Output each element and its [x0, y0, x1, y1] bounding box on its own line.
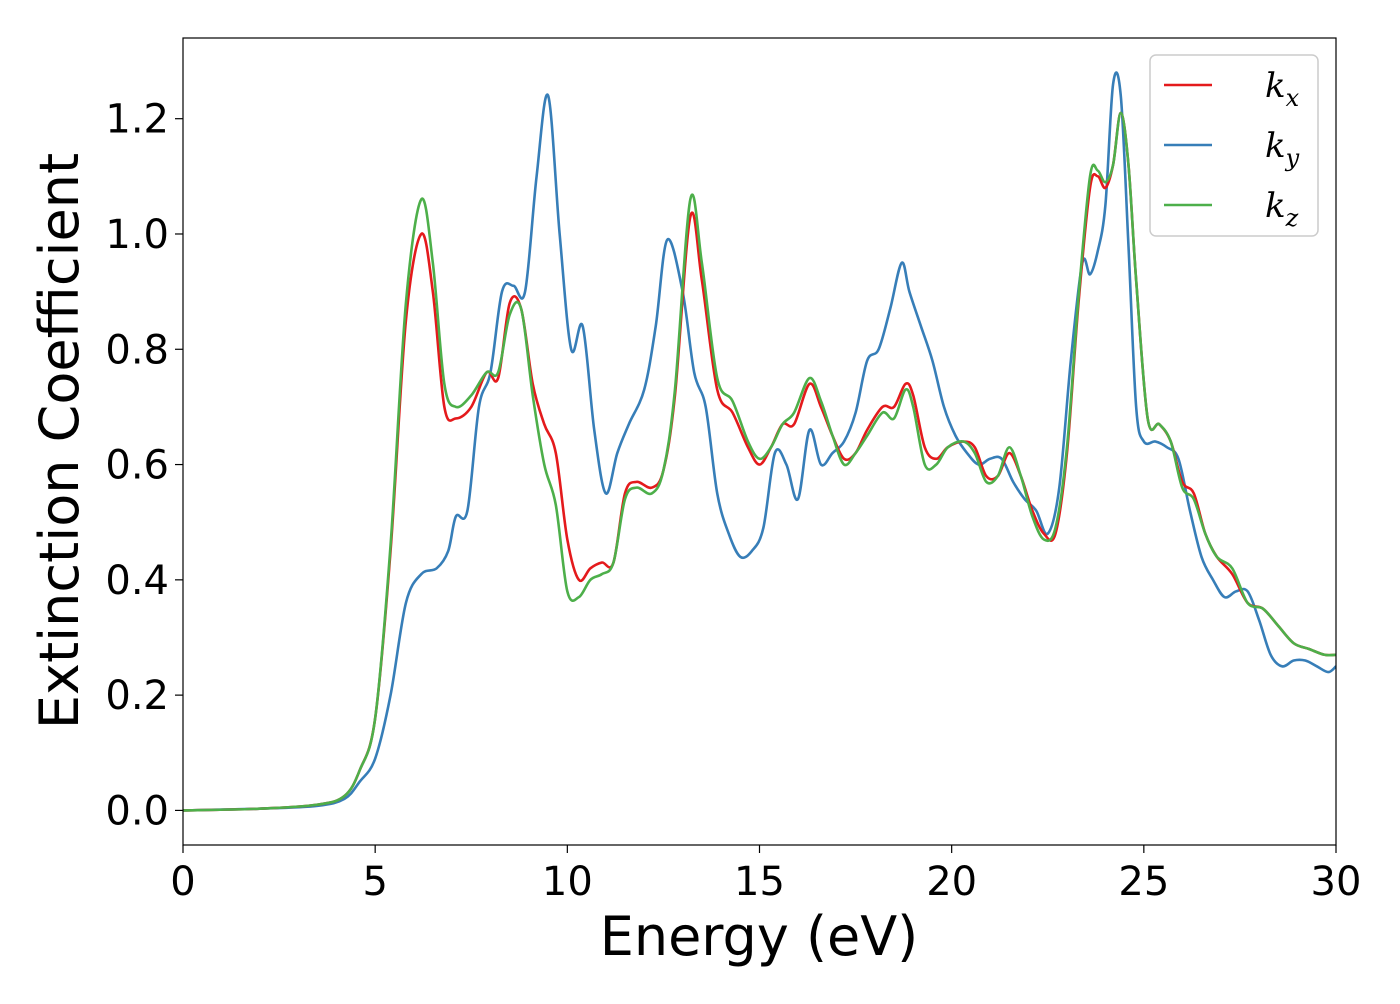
y-tick-label: 1.0 — [105, 212, 169, 258]
x-tick-label: 25 — [1118, 859, 1169, 905]
series-line-kz — [183, 111, 1336, 812]
y-tick-label: 0.4 — [105, 558, 169, 604]
series-line-ky — [183, 71, 1336, 812]
x-tick-label: 15 — [734, 859, 785, 905]
x-tick-label: 0 — [170, 859, 195, 905]
x-tick-label: 5 — [362, 859, 387, 905]
y-tick-label: 1.2 — [105, 97, 169, 143]
series-layer — [183, 71, 1336, 812]
x-axis-ticks: 0 5 10 15 20 25 30 — [170, 845, 1361, 905]
legend-label-kz: kz — [1265, 186, 1299, 232]
y-tick-label: 0.8 — [105, 327, 169, 373]
x-tick-label: 30 — [1311, 859, 1362, 905]
y-axis-ticks: 0.0 0.2 0.4 0.6 0.8 1.0 1.2 — [105, 97, 183, 834]
y-axis-title: Extinction Coefficient — [28, 153, 91, 729]
y-tick-label: 0.6 — [105, 443, 169, 489]
x-tick-label: 20 — [926, 859, 977, 905]
x-tick-label: 10 — [542, 859, 593, 905]
y-tick-label: 0.0 — [105, 788, 169, 834]
y-tick-label: 0.2 — [105, 673, 169, 719]
legend-box — [1149, 54, 1319, 237]
x-axis-title: Energy (eV) — [600, 905, 919, 968]
